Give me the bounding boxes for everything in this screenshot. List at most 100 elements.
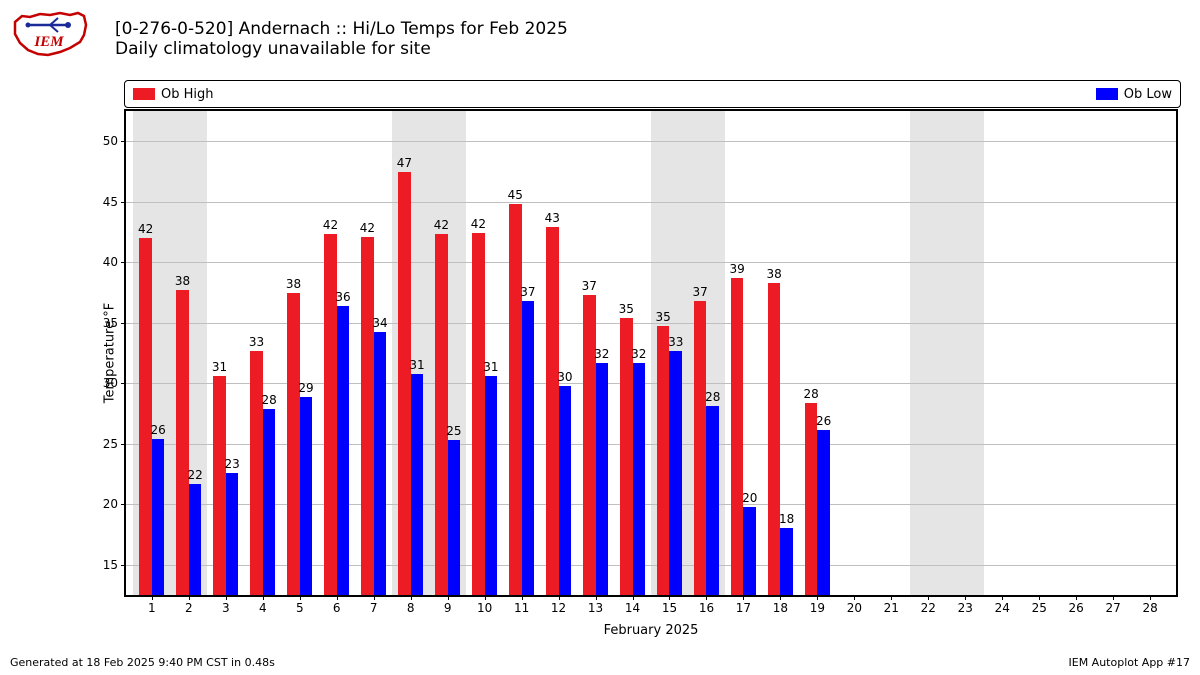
- bar-low: [189, 484, 202, 595]
- gridline: [126, 383, 1176, 384]
- y-tick-label: 45: [103, 195, 118, 209]
- x-tick-mark: [1039, 595, 1040, 600]
- bar-label-high: 38: [759, 267, 789, 281]
- bar-high: [805, 403, 818, 595]
- x-tick-label: 1: [148, 601, 156, 615]
- bar-label-high: 47: [389, 156, 419, 170]
- x-tick-mark: [152, 595, 153, 600]
- x-tick-mark: [928, 595, 929, 600]
- bar-low: [522, 301, 535, 595]
- y-tick-label: 25: [103, 437, 118, 451]
- x-tick-mark: [965, 595, 966, 600]
- bar-label-high: 33: [242, 335, 272, 349]
- y-tick-mark: [121, 262, 126, 263]
- bar-low: [817, 430, 830, 595]
- y-tick-mark: [121, 504, 126, 505]
- bar-label-low: 29: [291, 381, 321, 395]
- legend-swatch-high: [133, 88, 155, 100]
- x-tick-label: 18: [773, 601, 788, 615]
- x-tick-mark: [189, 595, 190, 600]
- gridline: [126, 504, 1176, 505]
- x-tick-label: 19: [810, 601, 825, 615]
- x-tick-mark: [1002, 595, 1003, 600]
- bar-label-high: 42: [463, 217, 493, 231]
- bar-label-high: 43: [537, 211, 567, 225]
- bar-high: [435, 234, 448, 595]
- footer-generated: Generated at 18 Feb 2025 9:40 PM CST in …: [10, 656, 275, 669]
- bar-low: [706, 406, 719, 595]
- x-tick-label: 24: [995, 601, 1010, 615]
- bar-label-high: 45: [500, 188, 530, 202]
- bar-label-low: 26: [809, 414, 839, 428]
- x-tick-mark: [263, 595, 264, 600]
- weekend-band: [910, 111, 984, 595]
- title-line-2: Daily climatology unavailable for site: [115, 40, 568, 60]
- x-tick-label: 6: [333, 601, 341, 615]
- gridline: [126, 141, 1176, 142]
- bar-low: [669, 351, 682, 595]
- bar-high: [509, 204, 522, 595]
- iem-logo: IEM: [10, 10, 88, 60]
- bar-low: [226, 473, 239, 595]
- bar-high: [546, 227, 559, 595]
- x-tick-mark: [891, 595, 892, 600]
- bar-low: [485, 376, 498, 595]
- y-tick-label: 40: [103, 255, 118, 269]
- gridline: [126, 262, 1176, 263]
- bar-label-low: 18: [772, 512, 802, 526]
- x-tick-label: 7: [370, 601, 378, 615]
- plot: 1520253035404550123456789101112131415161…: [124, 109, 1178, 597]
- bar-low: [633, 363, 646, 595]
- x-tick-label: 13: [588, 601, 603, 615]
- legend: Ob High Ob Low: [124, 80, 1181, 108]
- bar-high: [731, 278, 744, 595]
- y-tick-mark: [121, 323, 126, 324]
- legend-entry-low: Ob Low: [1088, 87, 1180, 102]
- bar-high: [657, 326, 670, 595]
- bar-label-high: 28: [796, 387, 826, 401]
- bar-label-low: 28: [254, 393, 284, 407]
- x-tick-mark: [596, 595, 597, 600]
- bar-label-low: 20: [735, 491, 765, 505]
- y-tick-mark: [121, 141, 126, 142]
- x-tick-label: 20: [847, 601, 862, 615]
- x-tick-label: 8: [407, 601, 415, 615]
- bar-low: [559, 386, 572, 595]
- bar-label-low: 34: [365, 316, 395, 330]
- bar-label-high: 42: [426, 218, 456, 232]
- bar-label-high: 37: [685, 285, 715, 299]
- x-tick-label: 9: [444, 601, 452, 615]
- y-tick-label: 35: [103, 316, 118, 330]
- x-tick-label: 23: [958, 601, 973, 615]
- x-tick-label: 22: [921, 601, 936, 615]
- x-tick-mark: [780, 595, 781, 600]
- chart-title: [0-276-0-520] Andernach :: Hi/Lo Temps f…: [115, 20, 568, 59]
- bar-low: [411, 374, 424, 595]
- x-tick-mark: [669, 595, 670, 600]
- bar-low: [374, 332, 387, 595]
- bar-low: [743, 507, 756, 595]
- bar-label-high: 42: [315, 218, 345, 232]
- bar-low: [596, 363, 609, 595]
- x-tick-mark: [411, 595, 412, 600]
- bar-label-low: 25: [439, 424, 469, 438]
- bar-high: [250, 351, 263, 595]
- x-tick-mark: [854, 595, 855, 600]
- x-tick-mark: [633, 595, 634, 600]
- x-tick-mark: [559, 595, 560, 600]
- x-tick-label: 28: [1142, 601, 1157, 615]
- bar-high: [139, 238, 152, 595]
- bar-high: [398, 172, 411, 596]
- bar-label-low: 31: [402, 358, 432, 372]
- bar-label-high: 31: [205, 360, 235, 374]
- legend-swatch-low: [1096, 88, 1118, 100]
- bar-high: [694, 301, 707, 595]
- x-tick-label: 2: [185, 601, 193, 615]
- y-tick-mark: [121, 565, 126, 566]
- bar-low: [152, 439, 165, 595]
- title-line-1: [0-276-0-520] Andernach :: Hi/Lo Temps f…: [115, 20, 568, 40]
- bar-label-high: 39: [722, 262, 752, 276]
- bar-high: [213, 376, 226, 595]
- x-tick-mark: [337, 595, 338, 600]
- x-tick-label: 21: [884, 601, 899, 615]
